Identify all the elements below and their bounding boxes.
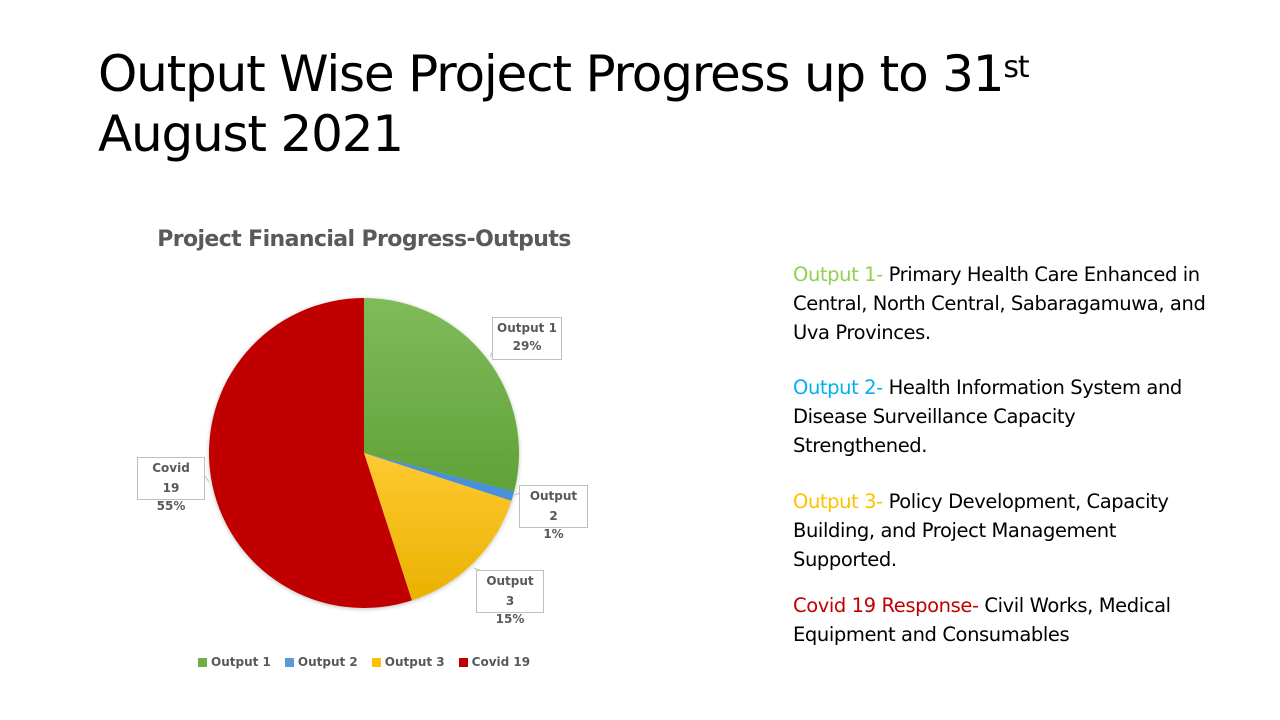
- pie-slice-covid-19: [208, 298, 412, 608]
- chart-title: Project Financial Progress-Outputs: [157, 227, 571, 252]
- description-output-1: Output 1- Primary Health Care Enhanced i…: [793, 260, 1213, 347]
- legend-swatch-icon: [458, 657, 468, 667]
- description-prefix: Covid 19 Response-: [793, 594, 985, 617]
- pie-slice-output-1: [364, 298, 520, 492]
- slide-title: Output Wise Project Progress up to 31st …: [98, 44, 1098, 164]
- description-text: Health Information System and Disease Su…: [793, 376, 1182, 457]
- description-output-2: Output 2- Health Information System and …: [793, 373, 1213, 460]
- legend-item-covid-19: Covid 19: [458, 655, 530, 669]
- description-covid-19: Covid 19 Response- Civil Works, Medical …: [793, 591, 1213, 649]
- data-label-output-2: Output 2 1%: [519, 485, 588, 541]
- description-text: Civil Works, Medical Equipment and Consu…: [793, 594, 1171, 646]
- description-text: Policy Development, Capacity Building, a…: [793, 490, 1169, 571]
- data-label-output-3: Output 3 15%: [476, 570, 544, 626]
- description-output-3: Output 3- Policy Development, Capacity B…: [793, 487, 1213, 574]
- pie-slice-output-2: [364, 453, 515, 501]
- description-prefix: Output 2-: [793, 376, 889, 399]
- title-line-2: August 2021: [98, 105, 404, 163]
- legend-swatch-icon: [284, 657, 294, 667]
- legend-item-output-2: Output 2: [284, 655, 358, 669]
- pie-slice-output-3: [364, 453, 512, 601]
- legend-swatch-icon: [371, 657, 381, 667]
- legend-item-output-1: Output 1: [198, 655, 271, 669]
- data-label-covid-19: Covid 19 55%: [137, 457, 205, 513]
- description-text: Primary Health Care Enhanced in Central,…: [793, 263, 1206, 344]
- chart-legend: Output 1 Output 2 Output 3 Covid 19: [198, 655, 530, 669]
- description-prefix: Output 1-: [793, 263, 889, 286]
- title-superscript: st: [1003, 50, 1029, 85]
- legend-swatch-icon: [198, 657, 207, 667]
- data-label-output-1: Output 1 29%: [492, 317, 562, 360]
- description-prefix: Output 3-: [793, 490, 889, 513]
- legend-item-output-3: Output 3: [371, 655, 445, 669]
- title-main: Output Wise Project Progress up to 31: [98, 45, 1005, 103]
